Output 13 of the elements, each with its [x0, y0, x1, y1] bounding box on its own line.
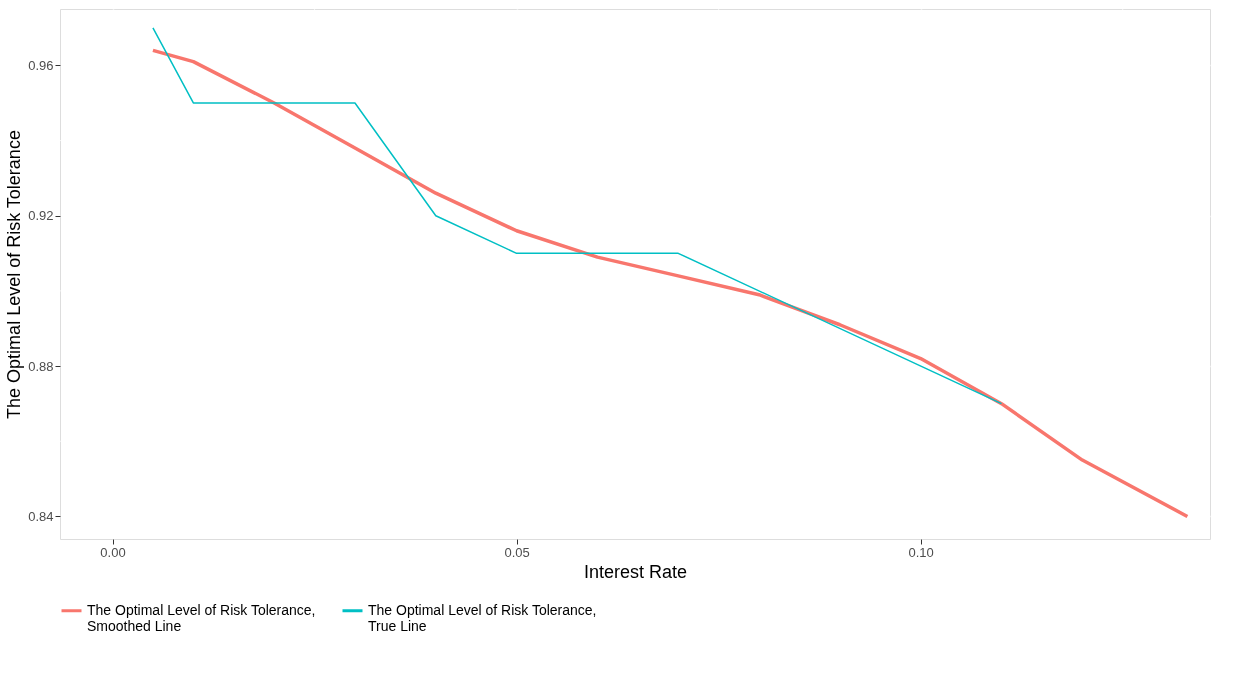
x-tick-label: 0.00: [100, 544, 126, 560]
x-axis-title: Interest Rate: [583, 561, 688, 582]
line-series: [152, 27, 1003, 405]
y-tick-label: 0.84: [28, 508, 54, 524]
y-axis-title: The Optimal Level of Risk Tolerance: [4, 130, 25, 419]
y-tick-label: 0.92: [28, 208, 54, 224]
y-tick-label: 0.96: [28, 57, 54, 73]
line-series: [151, 48, 1190, 519]
legend-label: The Optimal Level of Risk Tolerance, True Line: [368, 601, 597, 634]
x-tick-label: 0.10: [908, 544, 934, 560]
x-tick-label: 0.05: [504, 544, 530, 560]
legend-label: The Optimal Level of Risk Tolerance, Smoothed Line: [87, 601, 316, 634]
y-tick-label: 0.88: [28, 358, 54, 374]
